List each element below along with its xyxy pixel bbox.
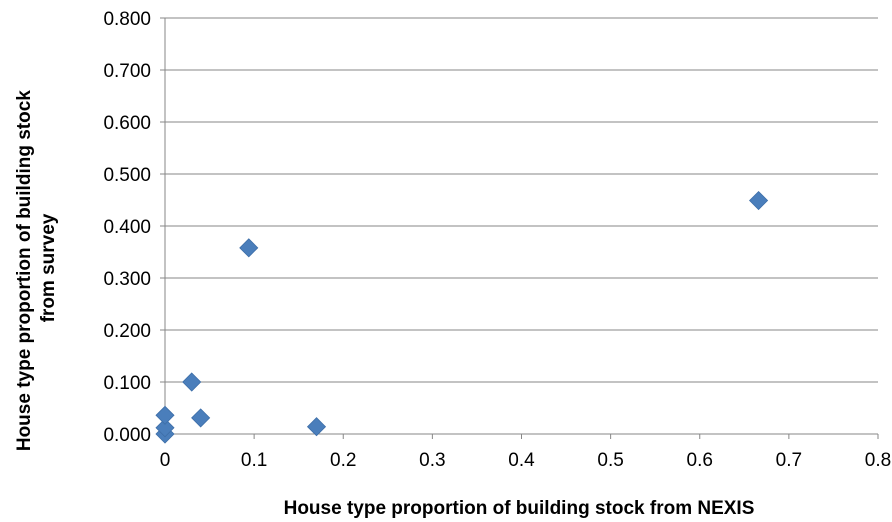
y-tick-labels: 0.000 0.100 0.200 0.300 0.400 0.500 0.600 0.700… (103, 9, 151, 446)
x-tick-label: 0.4 (508, 450, 535, 471)
y-axis-title: House type proportion of building stock … (14, 85, 59, 451)
y-axis-title-line-1: House type proportion of building stock (14, 90, 35, 451)
x-tick-label: 0.3 (419, 450, 445, 471)
x-tick-label: 0.8 (865, 450, 891, 471)
x-axis-title: House type proportion of building stock … (284, 498, 755, 519)
y-tick-label: 0.100 (103, 373, 151, 394)
data-point (156, 406, 174, 424)
y-tick-label: 0.600 (103, 113, 151, 134)
y-tick-label: 0.700 (103, 61, 151, 82)
data-point (192, 409, 210, 427)
x-tick-labels: 0 0.1 0.2 0.3 0.4 0.5 0.6 0.7 0.8 (160, 450, 892, 471)
x-tick-label: 0.1 (241, 450, 267, 471)
x-tick-label: 0.7 (776, 450, 802, 471)
data-point (183, 373, 201, 391)
axes (160, 18, 878, 439)
y-tick-label: 0.200 (103, 321, 151, 342)
x-tick-label: 0 (160, 450, 171, 471)
y-tick-label: 0.500 (103, 165, 151, 186)
y-tick-label: 0.000 (103, 425, 151, 446)
data-point (240, 239, 258, 257)
gridlines (165, 18, 878, 382)
data-point (308, 418, 326, 436)
data-points (156, 192, 768, 443)
x-tick-label: 0.6 (687, 450, 713, 471)
y-tick-label: 0.300 (103, 269, 151, 290)
y-tick-label: 0.800 (103, 9, 151, 30)
y-tick-label: 0.400 (103, 217, 151, 238)
x-tick-label: 0.2 (330, 450, 356, 471)
data-point (750, 192, 768, 210)
x-tick-label: 0.5 (597, 450, 623, 471)
y-axis-title-line-2: from survey (38, 213, 59, 322)
